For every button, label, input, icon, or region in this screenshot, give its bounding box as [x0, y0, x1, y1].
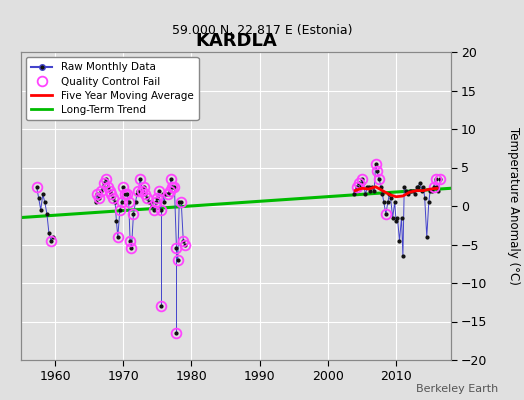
Text: Berkeley Earth: Berkeley Earth: [416, 384, 498, 394]
Y-axis label: Temperature Anomaly (°C): Temperature Anomaly (°C): [507, 127, 520, 285]
Legend: Raw Monthly Data, Quality Control Fail, Five Year Moving Average, Long-Term Tren: Raw Monthly Data, Quality Control Fail, …: [26, 57, 199, 120]
Title: KARDLA: KARDLA: [195, 32, 277, 50]
Text: 59.000 N, 22.817 E (Estonia): 59.000 N, 22.817 E (Estonia): [172, 24, 352, 37]
